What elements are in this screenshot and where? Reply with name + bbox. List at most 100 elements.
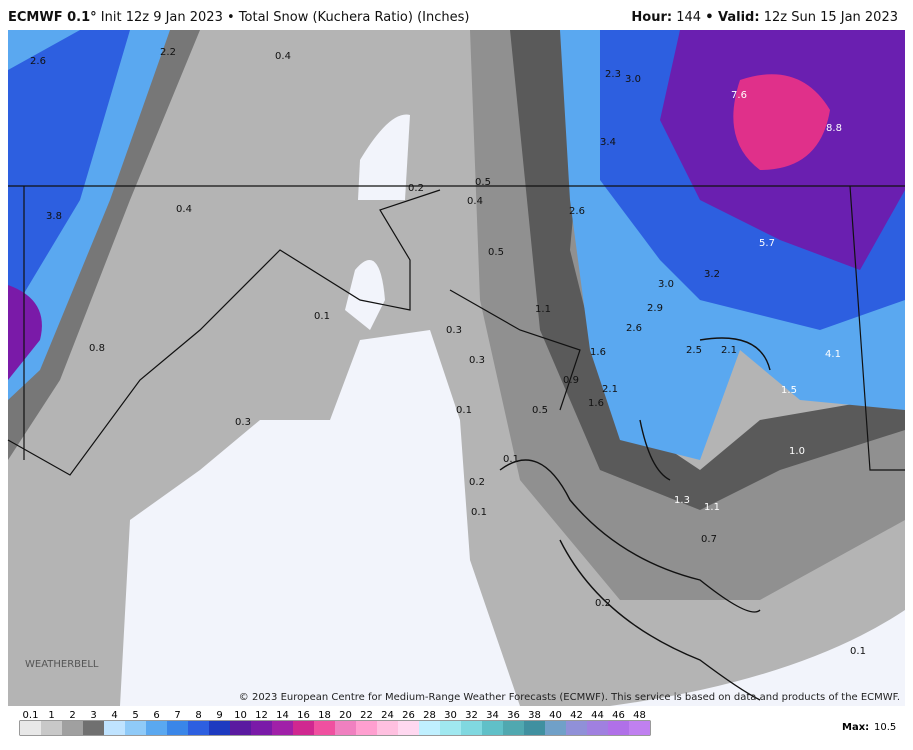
colorbar-tick: 10 xyxy=(234,710,247,721)
model: ECMWF 0.1° xyxy=(8,10,97,25)
colorbar-swatch xyxy=(608,721,629,735)
colorbar-swatch xyxy=(566,721,587,735)
map-label: 2.1 xyxy=(602,384,618,395)
light-area xyxy=(345,260,385,330)
dark-band xyxy=(510,30,905,510)
light-area xyxy=(358,114,410,200)
colorbar-tick: 1 xyxy=(48,710,54,721)
colorbar-swatch xyxy=(104,721,125,735)
colorbar-tick: 42 xyxy=(570,710,583,721)
map-label: 1.0 xyxy=(789,446,805,457)
colorbar-tick: 32 xyxy=(465,710,478,721)
deep-blue-area xyxy=(8,30,130,320)
light-area xyxy=(610,610,905,706)
colorbar-tick: 4 xyxy=(111,710,117,721)
colorbar-tick: 12 xyxy=(255,710,268,721)
map-label: 0.1 xyxy=(850,646,866,657)
colorbar-tick: 46 xyxy=(612,710,625,721)
map-label: 0.1 xyxy=(471,507,487,518)
map-label: 2.6 xyxy=(30,56,46,67)
colorbar-swatch xyxy=(356,721,377,735)
map-label: 2.5 xyxy=(686,345,702,356)
map-label: 0.2 xyxy=(595,598,611,609)
map-label: 3.2 xyxy=(704,269,720,280)
map-label: 3.0 xyxy=(625,74,641,85)
max-value: 10.5 xyxy=(874,722,896,733)
colorbar-swatch xyxy=(335,721,356,735)
map-label: 0.2 xyxy=(408,183,424,194)
map-label: 1.5 xyxy=(781,385,797,396)
colorbar-swatch xyxy=(545,721,566,735)
map-label: 3.8 xyxy=(46,211,62,222)
colorbar-swatch xyxy=(398,721,419,735)
colorbar-tick: 36 xyxy=(507,710,520,721)
colorbar-swatch xyxy=(482,721,503,735)
colorbar-swatch xyxy=(440,721,461,735)
map-label: 0.5 xyxy=(488,247,504,258)
colorbar-swatch xyxy=(167,721,188,735)
hour-label: Hour: xyxy=(631,10,673,25)
colorbar-swatch xyxy=(587,721,608,735)
map-label: 1.6 xyxy=(588,398,604,409)
map-label: 2.6 xyxy=(626,323,642,334)
map-label: 2.2 xyxy=(160,47,176,58)
colorbar-swatch xyxy=(83,721,104,735)
colorbar-tick: 3 xyxy=(90,710,96,721)
colorbar-swatch xyxy=(524,721,545,735)
colorbar-swatch xyxy=(461,721,482,735)
colorbar-tick: 18 xyxy=(318,710,331,721)
map-label: 0.3 xyxy=(446,325,462,336)
colorbar-swatch xyxy=(20,721,41,735)
map-label: 0.4 xyxy=(176,204,192,215)
colorbar-tick: 48 xyxy=(633,710,646,721)
colorbar-swatch xyxy=(419,721,440,735)
header-right: Hour: 144 • Valid: 12z Sun 15 Jan 2023 xyxy=(631,10,898,25)
copyright: © 2023 European Centre for Medium-Range … xyxy=(239,692,900,703)
max-label: Max: xyxy=(842,722,869,733)
light-area xyxy=(120,330,520,706)
map-label: 4.1 xyxy=(825,349,841,360)
colorbar-tick: 20 xyxy=(339,710,352,721)
valid: 12z Sun 15 Jan 2023 xyxy=(763,10,898,25)
map-label: 0.4 xyxy=(467,196,483,207)
colorbar-swatch xyxy=(293,721,314,735)
colorbar-swatch xyxy=(251,721,272,735)
colorbar-swatch xyxy=(230,721,251,735)
map-label: 0.3 xyxy=(469,355,485,366)
colorbar-tick: 38 xyxy=(528,710,541,721)
colorbar-swatch xyxy=(209,721,230,735)
coastline xyxy=(499,337,771,701)
map-label: 1.1 xyxy=(704,502,720,513)
map-label: 0.1 xyxy=(456,405,472,416)
colorbar-tick: 30 xyxy=(444,710,457,721)
map-label: 0.9 xyxy=(563,375,579,386)
colorbar-tick: 22 xyxy=(360,710,373,721)
colorbar-tick: 26 xyxy=(402,710,415,721)
colorbar-swatch xyxy=(314,721,335,735)
colorbar-tick: 14 xyxy=(276,710,289,721)
map-label: 8.8 xyxy=(826,123,842,134)
colorbar-swatch xyxy=(272,721,293,735)
colorbar-swatch xyxy=(146,721,167,735)
map-label: 2.6 xyxy=(569,206,585,217)
magenta-area xyxy=(733,74,830,170)
colorbar-tick: 9 xyxy=(216,710,222,721)
colorbar-tick: 44 xyxy=(591,710,604,721)
colorbar-tick: 28 xyxy=(423,710,436,721)
map-label: 0.7 xyxy=(701,534,717,545)
colorbar-swatch xyxy=(503,721,524,735)
map-label: 2.1 xyxy=(721,345,737,356)
map-label: 0.8 xyxy=(89,343,105,354)
run-info: Init 12z 9 Jan 2023 • Total Snow (Kucher… xyxy=(100,10,470,25)
colorbar-tick: 2 xyxy=(69,710,75,721)
map-label: 3.4 xyxy=(600,137,616,148)
map-label: 0.1 xyxy=(314,311,330,322)
colorbar-tick: 24 xyxy=(381,710,394,721)
purple-area xyxy=(8,285,42,380)
hour: 144 xyxy=(676,10,702,25)
map-label: 3.0 xyxy=(658,279,674,290)
colorbar-tick: 34 xyxy=(486,710,499,721)
header-left: ECMWF 0.1° Init 12z 9 Jan 2023 • Total S… xyxy=(8,10,469,25)
